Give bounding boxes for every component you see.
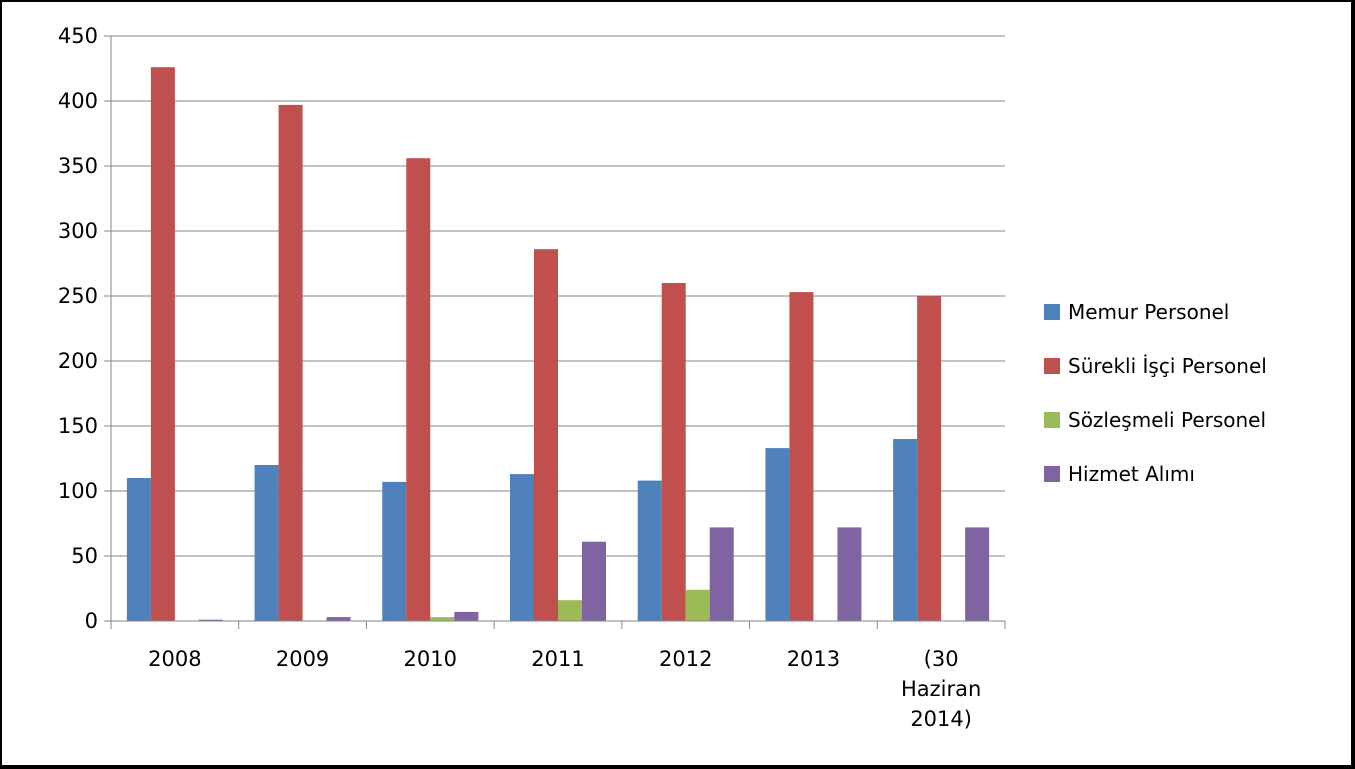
y-tick-label: 150 bbox=[58, 414, 98, 438]
x-tick-label: 2012 bbox=[659, 647, 712, 671]
bar-2-1 bbox=[150, 67, 175, 621]
axes bbox=[104, 35, 1006, 629]
x-tick-labels: 2008 2009 2010 2011 2012 2013 (30 Haziran 2014) bbox=[148, 647, 981, 731]
bar-2-5 bbox=[661, 283, 686, 621]
bar-2-7 bbox=[917, 296, 942, 621]
y-tick-labels: 0 50 100 150 200 250 300 350 400 450 bbox=[58, 24, 98, 633]
bar-1-4 bbox=[510, 474, 534, 621]
legend-label: Sözleşmeli Personel bbox=[1068, 408, 1266, 432]
bar-1-5 bbox=[637, 480, 662, 621]
legend: Memur Personel Sürekli İşçi Personel Sözle… bbox=[1044, 300, 1267, 486]
y-tick-label: 400 bbox=[58, 89, 98, 113]
x-tick-label: Haziran bbox=[901, 677, 981, 701]
bar-1-7 bbox=[893, 439, 918, 621]
x-tick-label: 2013 bbox=[787, 647, 840, 671]
legend-swatch bbox=[1044, 466, 1060, 482]
bar-1-2 bbox=[254, 465, 279, 621]
bar-4-2 bbox=[326, 617, 351, 621]
y-tick-label: 450 bbox=[58, 24, 98, 48]
bar-1-1 bbox=[126, 478, 151, 621]
legend-swatch bbox=[1044, 358, 1060, 374]
y-tick-label: 100 bbox=[58, 479, 98, 503]
x-tick-label: 2008 bbox=[148, 647, 201, 671]
bar-4-6 bbox=[837, 527, 862, 621]
y-tick-label: 200 bbox=[58, 349, 98, 373]
legend-swatch bbox=[1044, 304, 1060, 320]
bar-4-1 bbox=[198, 619, 223, 621]
bars bbox=[126, 67, 990, 621]
bar-2-4 bbox=[534, 249, 558, 621]
bar-2-3 bbox=[406, 158, 431, 621]
y-tick-label: 250 bbox=[58, 284, 98, 308]
bar-3-3 bbox=[430, 617, 455, 621]
bar-3-5 bbox=[685, 589, 710, 621]
legend-label: Hizmet Alımı bbox=[1068, 462, 1195, 486]
y-tick-label: 0 bbox=[85, 609, 98, 633]
x-tick-label: 2011 bbox=[531, 647, 584, 671]
y-tick-label: 350 bbox=[58, 154, 98, 178]
legend-label: Sürekli İşçi Personel bbox=[1068, 354, 1267, 378]
bar-4-3 bbox=[454, 611, 479, 621]
bar-4-7 bbox=[965, 527, 990, 621]
bar-4-5 bbox=[709, 527, 734, 621]
bar-2-2 bbox=[278, 104, 303, 621]
x-tick-label: 2009 bbox=[276, 647, 329, 671]
bar-2-6 bbox=[789, 292, 814, 621]
x-tick-label: (30 bbox=[924, 647, 959, 671]
y-tick-label: 300 bbox=[58, 219, 98, 243]
legend-label: Memur Personel bbox=[1068, 300, 1229, 324]
x-tick-label: 2014) bbox=[910, 707, 972, 731]
bar-1-3 bbox=[382, 481, 407, 621]
x-tick-label: 2010 bbox=[404, 647, 457, 671]
legend-swatch bbox=[1044, 412, 1060, 428]
y-tick-label: 50 bbox=[71, 544, 98, 568]
bar-3-4 bbox=[558, 600, 582, 621]
bar-4-4 bbox=[582, 541, 606, 621]
bar-1-6 bbox=[765, 448, 790, 621]
